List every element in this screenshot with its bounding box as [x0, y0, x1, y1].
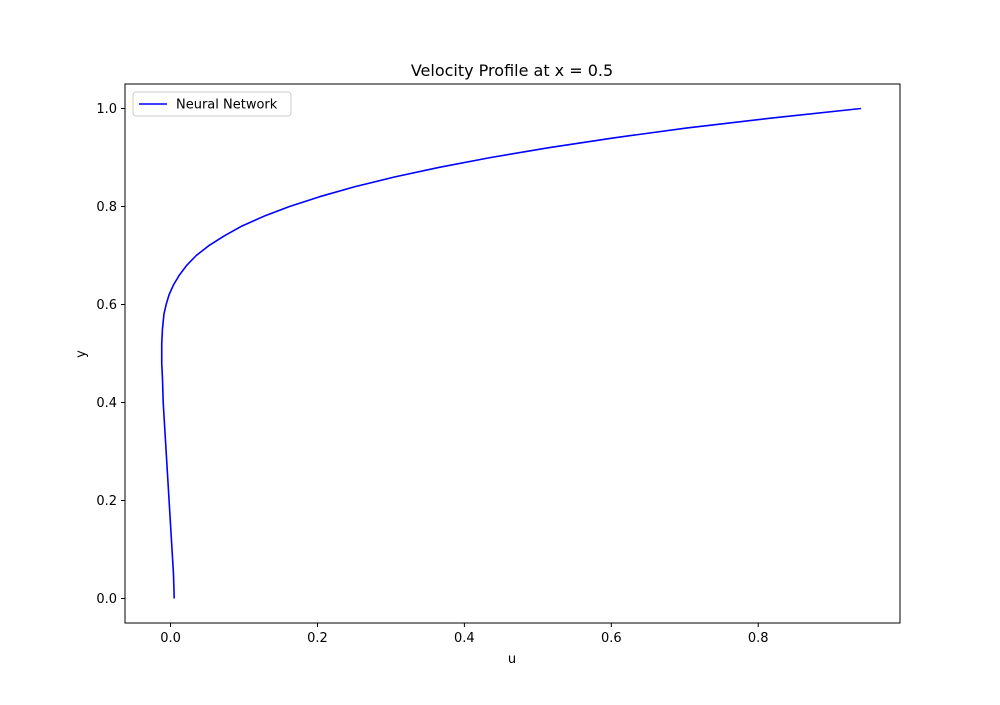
x-axis-label: u [508, 652, 516, 667]
x-tick-label: 0.8 [748, 631, 769, 646]
chart-title: Velocity Profile at x = 0.5 [411, 61, 613, 80]
y-tick-label: 0.4 [96, 396, 117, 411]
y-axis-label: y [74, 350, 89, 358]
x-tick-label: 0.4 [454, 631, 475, 646]
x-tick-label: 0.6 [601, 631, 622, 646]
x-tick-label: 0.0 [160, 631, 181, 646]
axes-frame [124, 83, 901, 624]
y-tick-label: 0.0 [96, 592, 117, 607]
legend-label-1: Neural Network [176, 98, 278, 113]
y-tick-label: 0.6 [96, 298, 117, 313]
y-tick-label: 0.8 [96, 200, 117, 215]
y-tick-label: 0.2 [96, 494, 117, 509]
legend-box [132, 91, 292, 117]
y-tick-label: 1.0 [96, 102, 117, 117]
x-tick-label: 0.2 [307, 631, 328, 646]
series-line-1 [160, 107, 862, 599]
plot-area: 0.0 0.2 0.4 0.6 0.8 0.0 0.2 0.4 0.6 0.8 1.0 Neural … [96, 83, 901, 646]
